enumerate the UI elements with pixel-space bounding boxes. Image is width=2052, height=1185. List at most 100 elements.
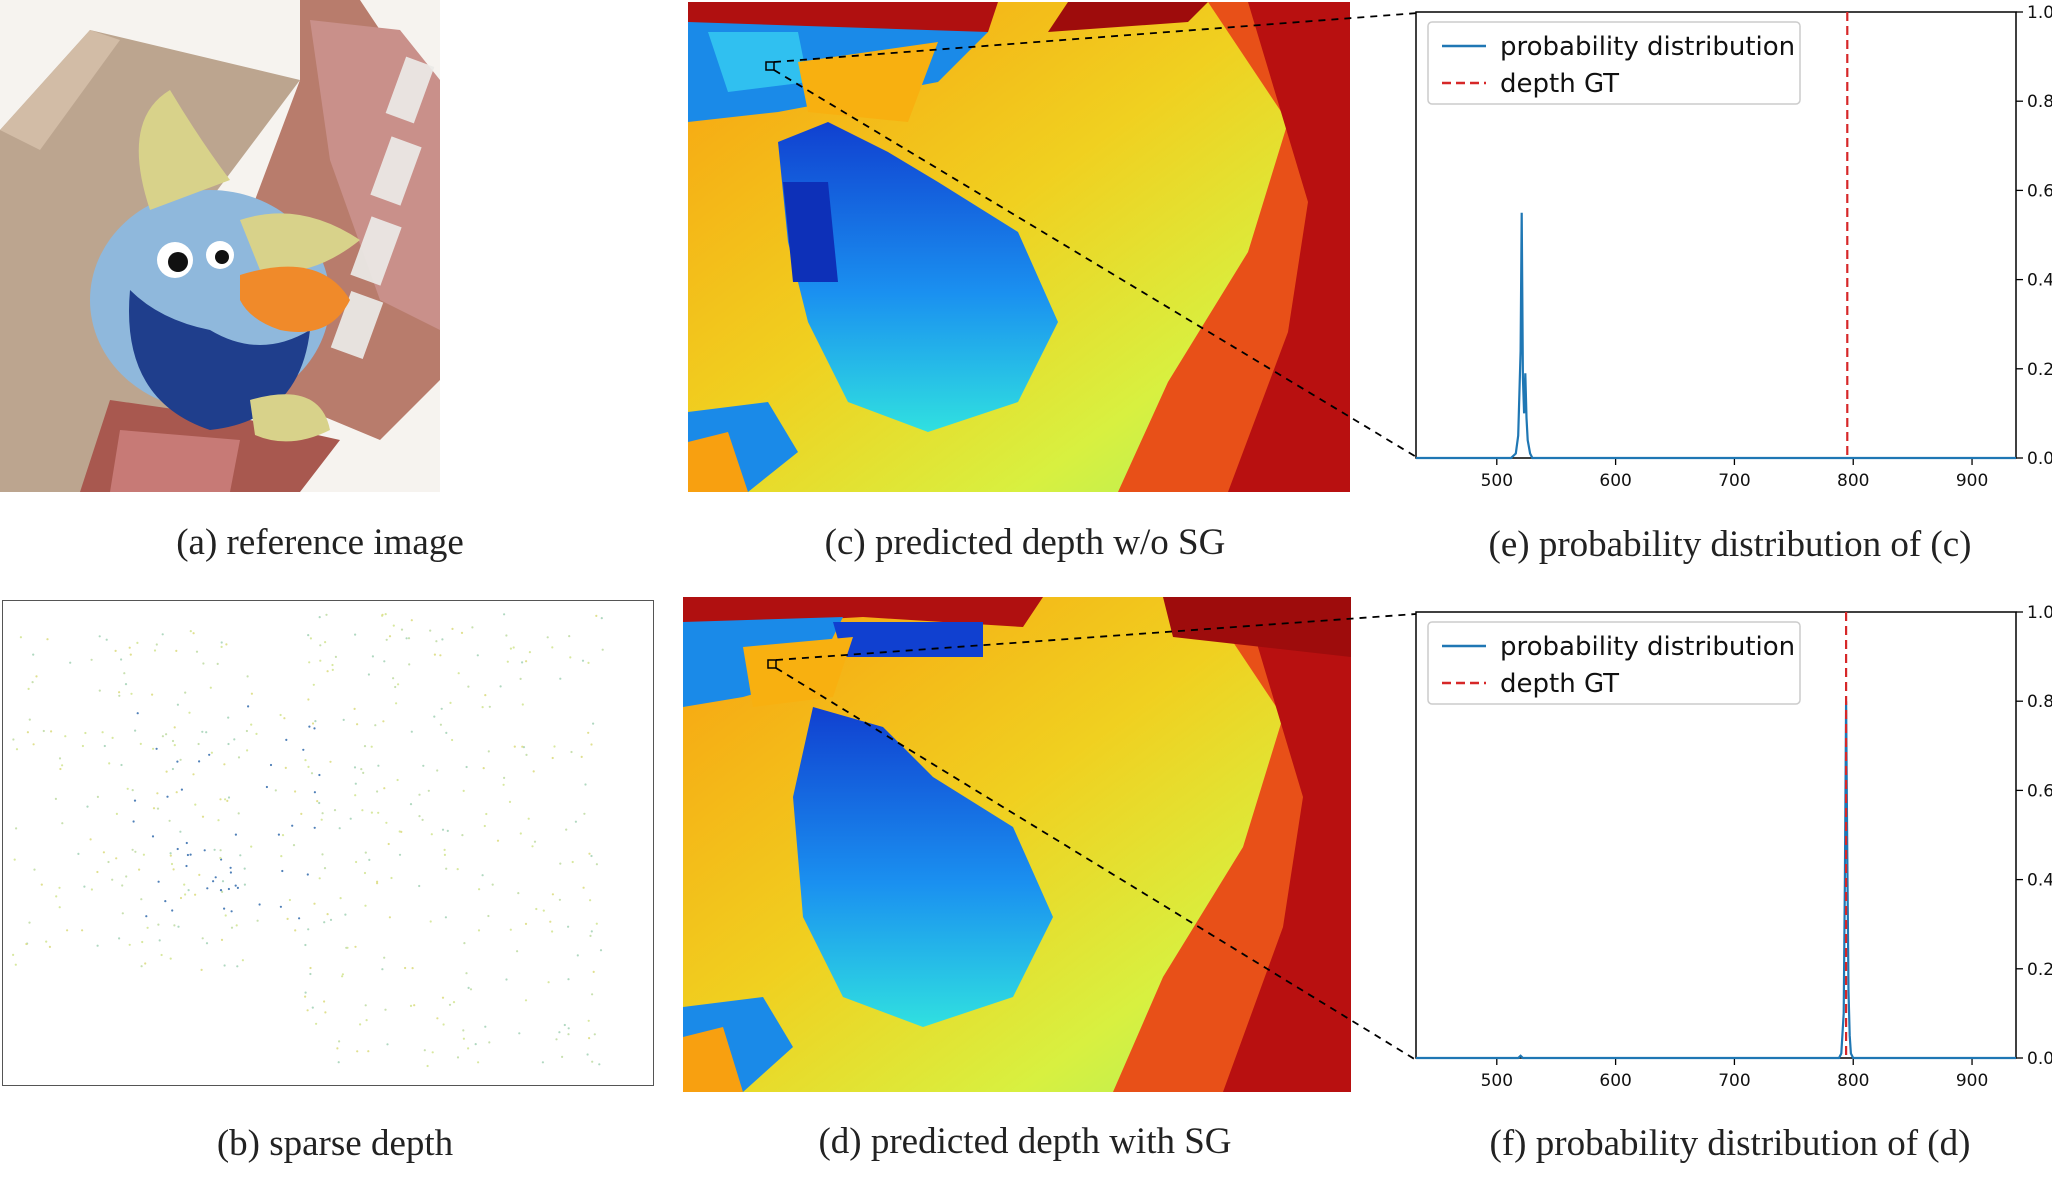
sparse-depth-point [180,788,183,791]
sparse-depth-point [25,942,28,946]
sparse-depth-point [304,759,307,762]
sparse-depth-point [439,654,442,657]
sparse-depth-point [337,1061,340,1064]
sparse-depth-point [354,782,357,785]
plot-e-y-tick-label: 1.0 [2027,3,2052,23]
sparse-depth-point [436,769,439,772]
sparse-depth-point [283,717,286,720]
sparse-depth-point [96,870,99,874]
sparse-depth-point [118,937,121,940]
sparse-depth-point [445,731,448,734]
sparse-depth-point [177,925,180,928]
sparse-depth-point [384,1008,387,1011]
sparse-depth-image [2,600,654,1086]
sparse-depth-point [131,848,134,851]
sparse-depth-point [292,844,296,847]
sparse-depth-point [418,793,421,796]
sparse-depth-point [98,635,101,638]
sparse-depth-point [77,852,80,855]
sparse-depth-point [281,869,284,873]
sparse-depth-point [388,635,392,638]
sparse-depth-point [316,800,319,803]
plot-e-y-tick-label: 0.8 [2027,92,2052,112]
sparse-depth-point [481,874,484,877]
sparse-depth-point [567,1027,570,1030]
sparse-depth-point [156,807,160,810]
sparse-depth-point [513,745,516,748]
sparse-depth-point [568,635,571,638]
sparse-depth-point [535,907,538,911]
sparse-depth-point [274,789,277,792]
sparse-depth-point [307,765,310,768]
sparse-depth-point [175,791,178,794]
sparse-depth-point [198,873,201,876]
plot-f-y-tick-label: 0.2 [2027,960,2052,980]
sparse-depth-point [588,1037,591,1040]
sparse-depth-point [115,812,118,815]
sparse-depth-point [201,937,204,940]
sparse-depth-point [589,934,592,937]
sparse-depth-point [576,954,579,957]
sparse-depth-point [156,792,159,795]
sparse-depth-point [583,812,586,815]
sparse-depth-point [118,691,121,694]
sparse-depth-point [221,890,224,893]
sparse-depth-point [377,811,380,814]
sparse-depth-point [381,968,384,971]
sparse-depth-point [219,849,222,852]
sparse-depth-point [521,661,524,664]
sparse-depth-point [134,850,137,853]
sparse-depth-point [448,1003,452,1006]
sparse-depth-point [111,736,114,739]
sparse-depth-point [354,633,357,636]
sparse-depth-point [195,650,199,653]
sparse-depth-point [398,853,402,856]
sparse-depth-point [103,744,106,748]
caption-probability-distribution-d: (f) probability distribution of (d) [1489,1123,1971,1164]
sparse-depth-point [102,851,105,854]
sparse-depth-point [462,1037,465,1040]
sparse-depth-point [506,660,509,663]
sparse-depth-point [591,993,594,996]
sparse-depth-point [304,991,307,994]
sparse-depth-point [277,833,280,836]
plot-f-x-tick-label: 900 [1956,1071,1988,1091]
sparse-depth-point [559,677,562,680]
sparse-depth-point [541,1061,545,1064]
sparse-depth-point [555,1038,558,1041]
sparse-depth-point [12,738,15,741]
sparse-depth-point [121,912,124,915]
sparse-depth-point [184,691,187,694]
sparse-depth-point [208,753,211,756]
sparse-depth-point [359,1023,362,1026]
sparse-depth-point [410,619,413,622]
sparse-depth-point [81,929,84,932]
plot-f-y-tick-label: 1.0 [2027,603,2052,623]
sparse-depth-point [128,646,131,649]
sparse-depth-point [590,930,593,933]
sparse-depth-point [161,633,164,636]
sparse-depth-point [445,867,448,870]
sparse-depth-point [478,888,481,891]
sparse-depth-point [443,853,446,856]
sparse-depth-point [152,747,155,750]
plot-e-legend-box [1427,21,1801,105]
sparse-depth-point [194,893,197,896]
sparse-depth-point [184,893,187,896]
sparse-depth-point [121,884,124,887]
sparse-depth-point [429,920,432,923]
plot-e-y-tick-label: 0.0 [2027,449,2052,469]
sparse-depth-point [509,647,512,650]
sparse-depth-point [255,732,258,735]
sparse-depth-point [418,884,421,888]
sparse-depth-point [382,720,385,723]
sparse-depth-point [224,914,227,917]
sparse-depth-point [310,772,314,775]
sparse-depth-point [521,745,524,748]
sparse-depth-point [519,832,522,835]
sparse-depth-point [314,720,317,723]
plot-e-y-tick-label: 0.2 [2027,360,2052,380]
sparse-depth-point [58,886,61,889]
sparse-depth-point [477,1061,480,1064]
sparse-depth-point [223,763,226,766]
